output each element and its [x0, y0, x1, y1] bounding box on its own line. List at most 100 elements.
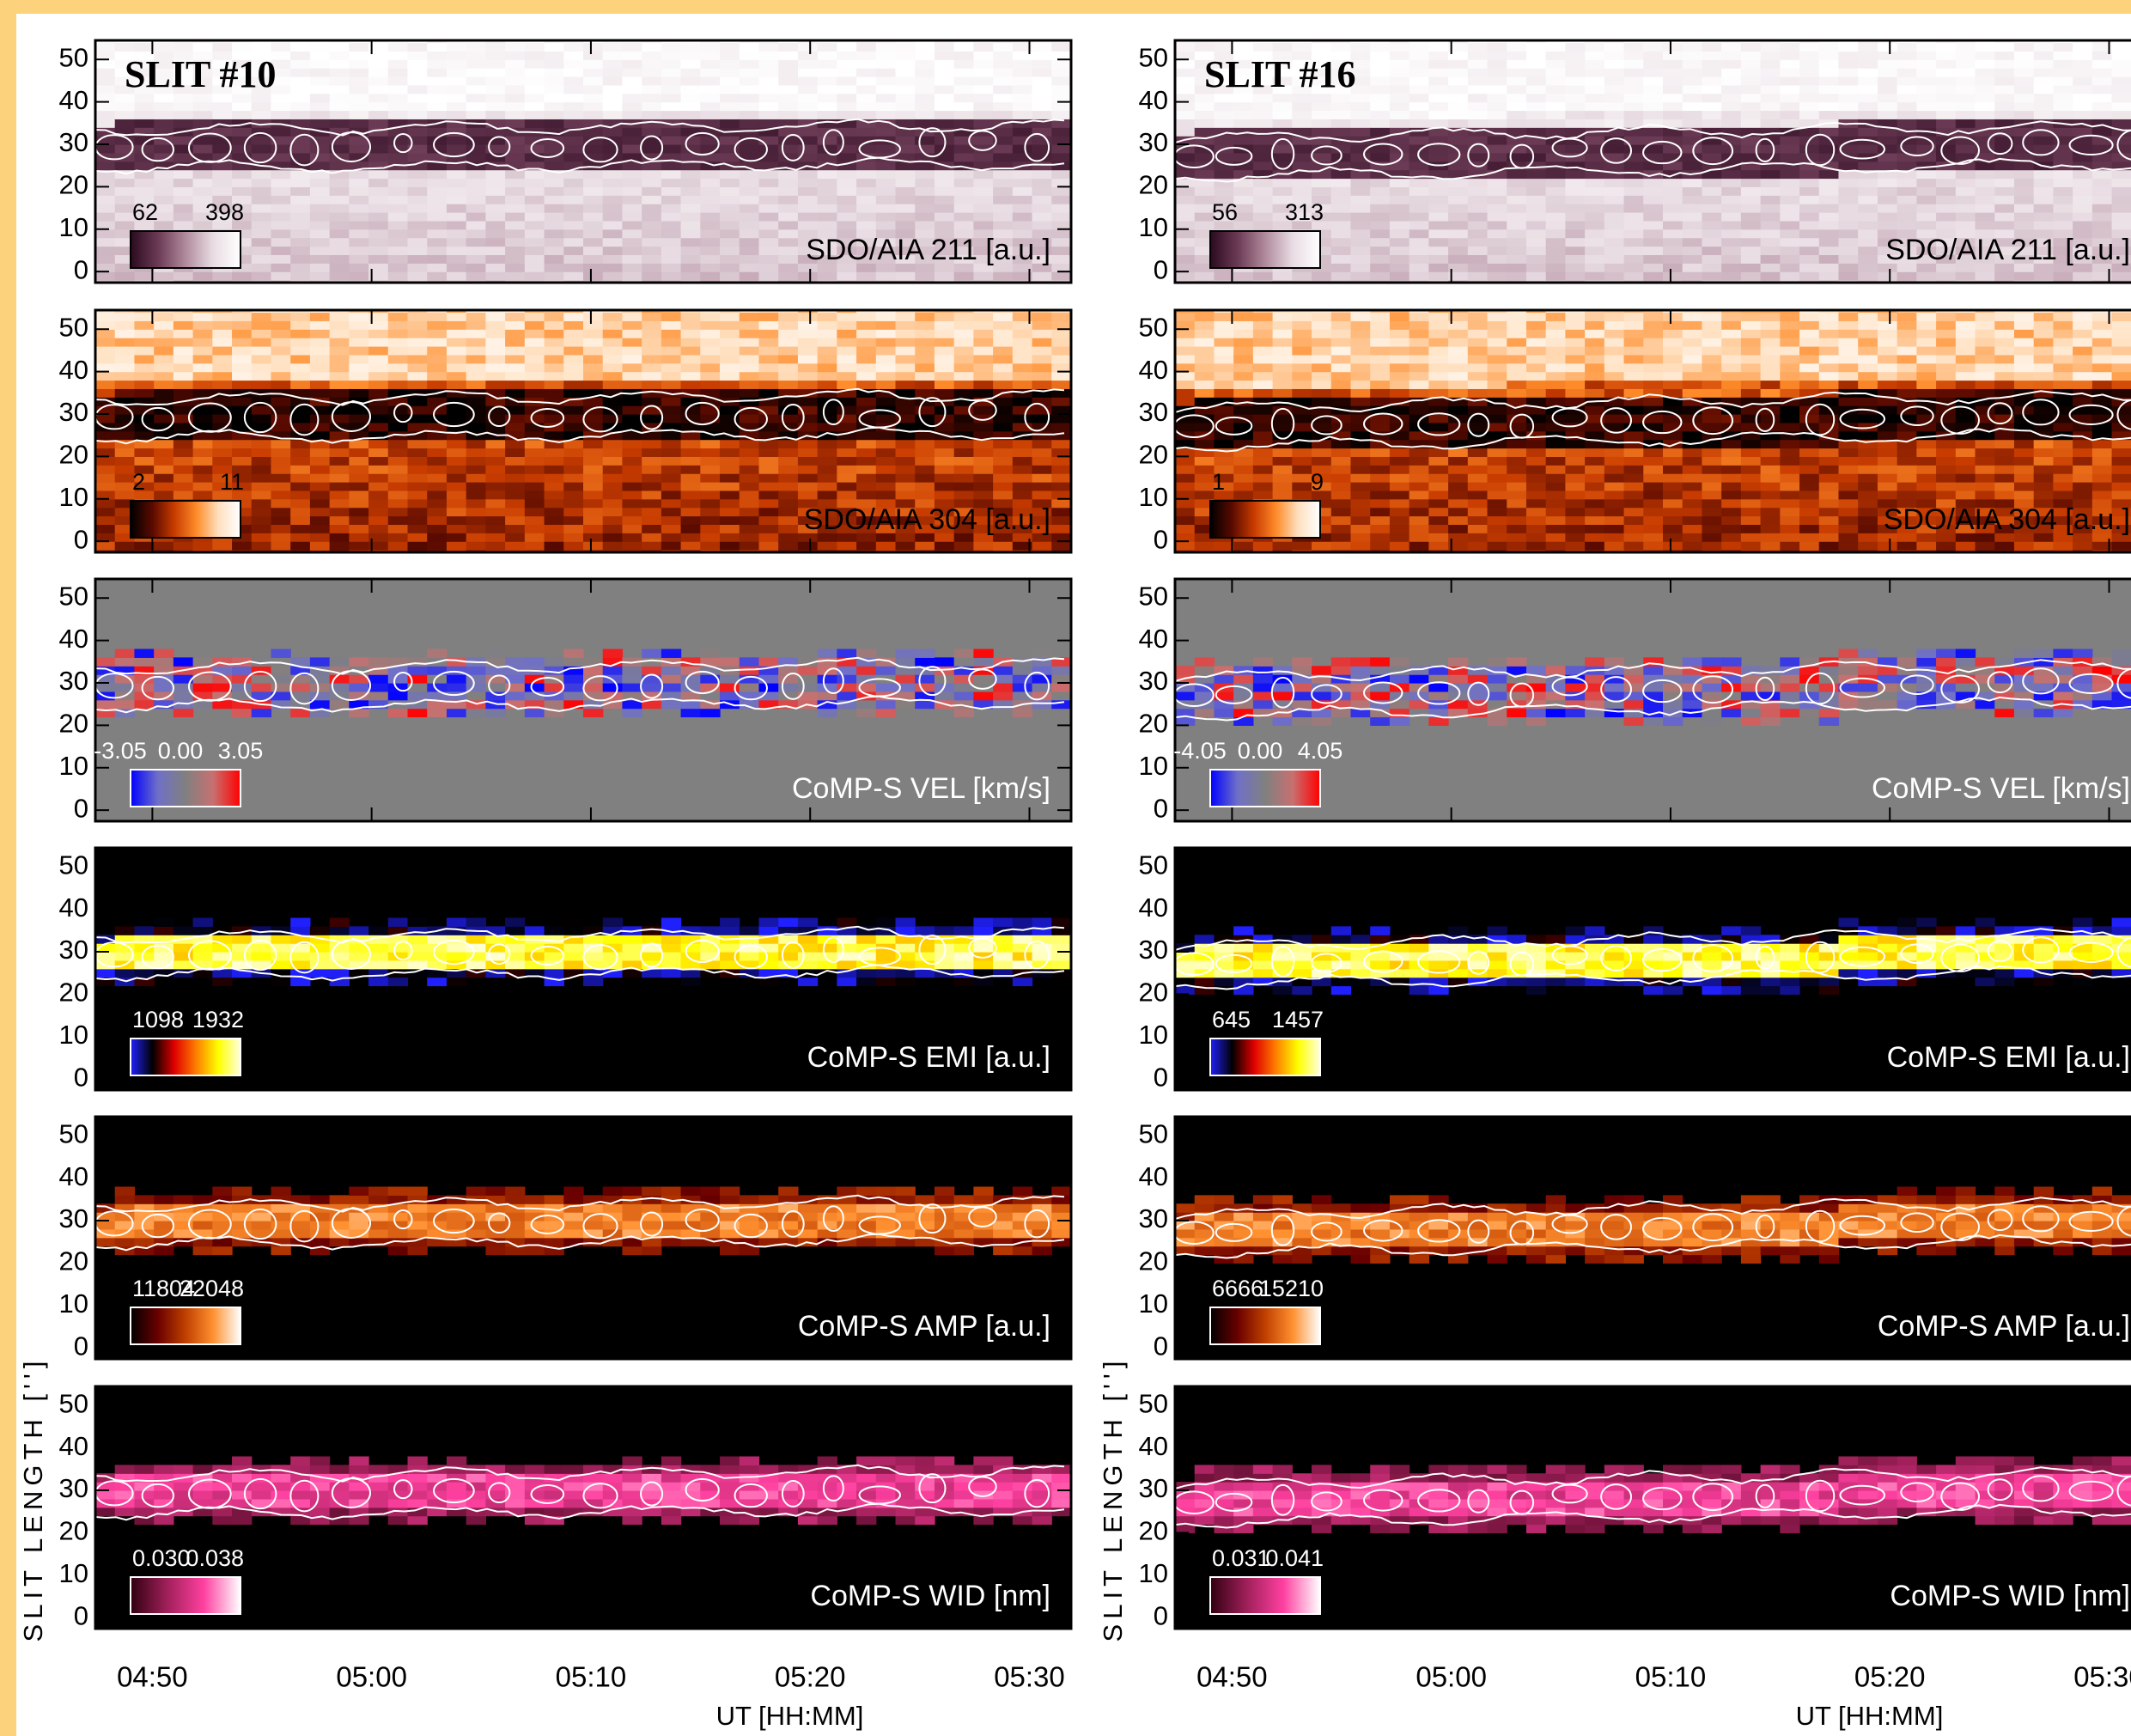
map-cell: [134, 431, 154, 440]
map-cell: [583, 229, 603, 238]
map-cell: [876, 312, 896, 320]
map-cell: [466, 423, 486, 431]
map-cell: [368, 85, 388, 94]
map-cell: [1253, 212, 1273, 221]
map-cell: [505, 59, 525, 68]
map-cell: [290, 320, 310, 329]
map-cell: [466, 346, 486, 355]
map-cell: [525, 1516, 545, 1525]
map-cell: [740, 388, 759, 397]
map-cell: [700, 238, 720, 247]
map-cell: [993, 666, 1013, 674]
map-cell: [447, 102, 466, 111]
map-cell: [1292, 110, 1312, 119]
map-cell: [1051, 127, 1071, 136]
map-cell: [115, 186, 135, 195]
map-cell: [973, 1465, 993, 1473]
map-cell: [545, 263, 564, 271]
map-cell: [603, 943, 623, 952]
map-cell: [193, 110, 213, 119]
map-cell: [563, 1186, 583, 1195]
map-cell: [915, 42, 935, 51]
map-cell: [954, 338, 974, 346]
map-cell: [1051, 195, 1071, 204]
map-cell: [778, 674, 798, 683]
map-cell: [485, 490, 505, 499]
map-cell: [622, 380, 642, 388]
map-cell: [583, 144, 603, 153]
map-cell: [603, 355, 623, 363]
map-cell: [368, 136, 388, 144]
map-cell: [740, 94, 759, 102]
map-cell: [973, 380, 993, 388]
map-cell: [545, 397, 564, 405]
map-cell: [700, 51, 720, 59]
map-cell: [1032, 221, 1052, 229]
map-cell: [252, 683, 271, 691]
map-cell: [720, 440, 740, 448]
map-cell: [427, 355, 447, 363]
map-cell: [818, 1516, 837, 1525]
map-cell: [778, 51, 798, 59]
map-cell: [505, 499, 525, 508]
map-cell: [856, 94, 876, 102]
map-cell: [466, 42, 486, 51]
map-cell: [95, 204, 115, 212]
map-cell: [154, 649, 174, 657]
map-cell: [778, 1186, 798, 1195]
map-cell: [681, 85, 701, 94]
map-cell: [603, 170, 623, 179]
map-cell: [330, 1238, 350, 1246]
map-cell: [758, 85, 778, 94]
map-cell: [837, 179, 856, 187]
map-cell: [408, 161, 428, 170]
map-cell: [134, 649, 154, 657]
map-cell: [505, 657, 525, 666]
map-cell: [330, 541, 350, 550]
map-cell: [408, 263, 428, 271]
map-cell: [603, 440, 623, 448]
map-cell: [330, 1195, 350, 1203]
map-cell: [193, 1499, 213, 1508]
map-cell: [583, 238, 603, 247]
map-cell: [174, 388, 193, 397]
map-cell: [720, 179, 740, 187]
map-cell: [915, 338, 935, 346]
map-cell: [876, 179, 896, 187]
y-tick-label: 0: [74, 1062, 88, 1092]
map-cell: [856, 102, 876, 111]
map-cell: [993, 691, 1013, 700]
map-cell: [758, 541, 778, 550]
map-cell: [466, 195, 486, 204]
map-cell: [818, 271, 837, 280]
map-cell: [1013, 110, 1032, 119]
map-cell: [973, 179, 993, 187]
map-cell: [896, 320, 916, 329]
map-cell: [232, 110, 252, 119]
map-cell: [603, 329, 623, 338]
map-cell: [310, 355, 330, 363]
map-cell: [95, 1221, 115, 1229]
map-cell: [583, 683, 603, 691]
map-cell: [408, 397, 428, 405]
map-cell: [818, 51, 837, 59]
map-cell: [993, 1456, 1013, 1465]
map-cell: [622, 1212, 642, 1221]
map-cell: [954, 482, 974, 490]
map-cell: [193, 271, 213, 280]
map-cell: [642, 1195, 661, 1203]
map-cell: [798, 94, 818, 102]
map-cell: [252, 1212, 271, 1221]
map-cell: [622, 329, 642, 338]
map-cell: [856, 666, 876, 674]
map-cell: [1195, 170, 1215, 179]
y-tick-label: 40: [59, 892, 88, 923]
map-cell: [954, 405, 974, 414]
map-cell: [1214, 186, 1233, 195]
map-cell: [915, 212, 935, 221]
map-cell: [642, 320, 661, 329]
map-cell: [388, 179, 408, 187]
map-cell: [935, 102, 954, 111]
map-cell: [525, 238, 545, 247]
map-cell: [563, 456, 583, 465]
